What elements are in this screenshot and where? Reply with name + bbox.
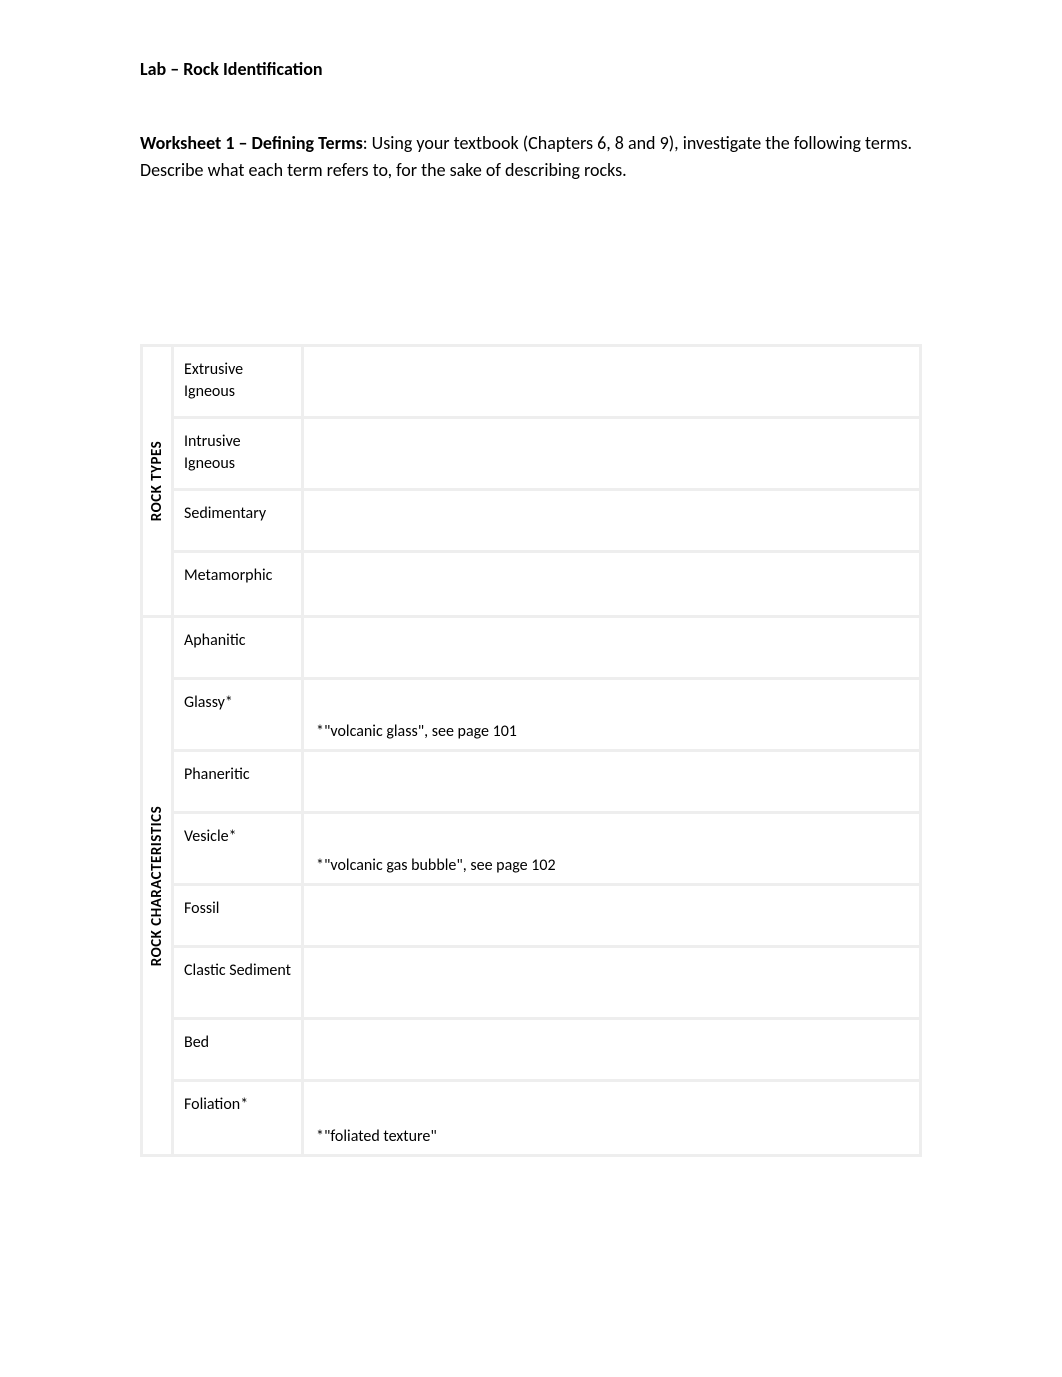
- section-label-rock-types: ROCK TYPES: [140, 347, 174, 615]
- term-cell: Vesicle*: [174, 814, 304, 883]
- desc-cell[interactable]: [304, 1020, 922, 1079]
- term-cell: Phaneritic: [174, 752, 304, 811]
- section-rock-types: ROCK TYPES Extrusive Igneous Intrusive I…: [140, 344, 922, 615]
- instructions-bold-suffix: ning Terms: [282, 132, 363, 154]
- term-cell: Glassy*: [174, 680, 304, 749]
- term-cell: Fossil: [174, 886, 304, 945]
- term-cell: Sedimentary: [174, 491, 304, 550]
- rock-types-rows: Extrusive Igneous Intrusive Igneous Sedi…: [174, 347, 922, 615]
- table-row: Bed: [174, 1020, 922, 1082]
- desc-cell[interactable]: [304, 886, 922, 945]
- term-cell: Clastic Sediment: [174, 948, 304, 1017]
- desc-cell[interactable]: *"volcanic glass", see page 101: [304, 680, 922, 749]
- desc-cell[interactable]: [304, 553, 922, 615]
- table-row: Foliation* *"foliated texture": [174, 1082, 922, 1154]
- section-label-text: ROCK CHARACTERISTICS: [148, 806, 166, 966]
- terms-table: ROCK TYPES Extrusive Igneous Intrusive I…: [140, 344, 922, 1157]
- worksheet-instructions: Worksheet 1 – Defining Terms: Using your…: [140, 130, 922, 184]
- desc-cell[interactable]: [304, 419, 922, 488]
- term-cell: Foliation*: [174, 1082, 304, 1154]
- section-rock-characteristics: ROCK CHARACTERISTICS Aphanitic Glassy* *…: [140, 615, 922, 1157]
- table-row: Intrusive Igneous: [174, 419, 922, 491]
- table-row: Clastic Sediment: [174, 948, 922, 1020]
- term-cell: Metamorphic: [174, 553, 304, 615]
- desc-cell[interactable]: [304, 618, 922, 677]
- rock-characteristics-rows: Aphanitic Glassy* *"volcanic glass", see…: [174, 618, 922, 1154]
- table-row: Glassy* *"volcanic glass", see page 101: [174, 680, 922, 752]
- table-row: Fossil: [174, 886, 922, 948]
- term-cell: Bed: [174, 1020, 304, 1079]
- table-row: Aphanitic: [174, 618, 922, 680]
- instructions-bold-prefix: Worksheet 1 – De: [140, 132, 272, 154]
- table-row: Phaneritic: [174, 752, 922, 814]
- lab-title: Lab – Rock Identification: [140, 58, 922, 80]
- table-row: Metamorphic: [174, 553, 922, 615]
- instructions-fi: fi: [272, 132, 282, 154]
- table-row: Vesicle* *"volcanic gas bubble", see pag…: [174, 814, 922, 886]
- table-row: Extrusive Igneous: [174, 347, 922, 419]
- desc-cell[interactable]: [304, 752, 922, 811]
- desc-cell[interactable]: [304, 491, 922, 550]
- desc-cell[interactable]: *"volcanic gas bubble", see page 102: [304, 814, 922, 883]
- desc-cell[interactable]: *"foliated texture": [304, 1082, 922, 1154]
- section-label-rock-characteristics: ROCK CHARACTERISTICS: [140, 618, 174, 1154]
- desc-cell[interactable]: [304, 347, 922, 416]
- term-cell: Aphanitic: [174, 618, 304, 677]
- term-cell: Intrusive Igneous: [174, 419, 304, 488]
- term-cell: Extrusive Igneous: [174, 347, 304, 416]
- table-row: Sedimentary: [174, 491, 922, 553]
- section-label-text: ROCK TYPES: [148, 441, 166, 521]
- desc-cell[interactable]: [304, 948, 922, 1017]
